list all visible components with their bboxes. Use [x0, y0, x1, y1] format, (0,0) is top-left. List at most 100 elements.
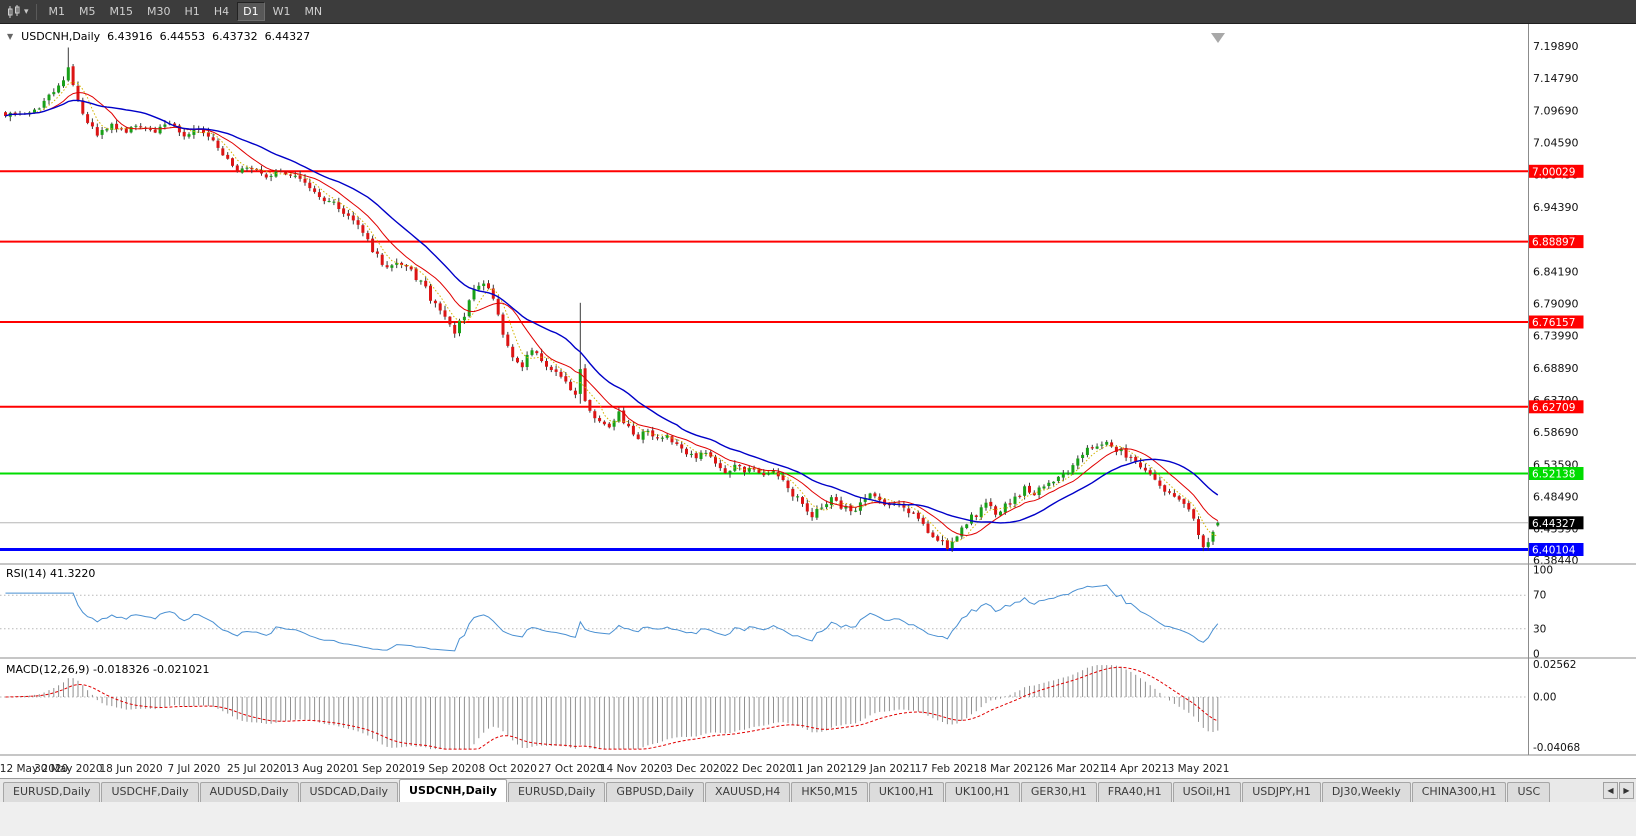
svg-text:6.62709: 6.62709: [1532, 402, 1575, 414]
close-value: 6.44327: [264, 30, 311, 43]
chart-type-icon[interactable]: [4, 3, 24, 21]
svg-text:0.02562: 0.02562: [1533, 659, 1576, 671]
chevron-down-icon[interactable]: ▾: [24, 6, 29, 17]
timeframe-button-d1[interactable]: D1: [237, 2, 265, 21]
chart-tab-fra40-h1[interactable]: FRA40,H1: [1097, 782, 1172, 802]
timeframe-button-h4[interactable]: H4: [208, 2, 235, 21]
svg-text:7.14790: 7.14790: [1533, 72, 1579, 85]
svg-text:0: 0: [1533, 649, 1540, 661]
ma-5-line: [5, 81, 1218, 543]
svg-text:100: 100: [1533, 565, 1553, 577]
chart-tab-hk50-m15[interactable]: HK50,M15: [791, 782, 868, 802]
svg-text:7.09690: 7.09690: [1533, 104, 1579, 117]
svg-text:-0.04068: -0.04068: [1533, 742, 1580, 754]
svg-text:7.00029: 7.00029: [1532, 166, 1575, 178]
svg-text:19 Sep 2020: 19 Sep 2020: [412, 763, 479, 775]
svg-text:17 Feb 2021: 17 Feb 2021: [915, 763, 980, 775]
svg-text:3 May 2021: 3 May 2021: [1168, 763, 1230, 775]
chart-shift-marker[interactable]: [1211, 33, 1225, 43]
low-value: 6.43732: [212, 30, 258, 43]
svg-text:7.19890: 7.19890: [1533, 40, 1579, 53]
candlestick-icon: [8, 4, 20, 18]
svg-text:11 Jan 2021: 11 Jan 2021: [790, 763, 853, 775]
chart-tab-audusd-daily[interactable]: AUDUSD,Daily: [199, 782, 299, 802]
horizontal-line-objects[interactable]: [0, 170, 1528, 551]
chart-area[interactable]: 7.198907.147907.096907.045906.994906.943…: [0, 24, 1636, 778]
macd-indicator-title: MACD(12,26,9) -0.018326 -0.021021: [6, 663, 210, 676]
svg-text:6.52138: 6.52138: [1532, 469, 1575, 481]
ma-10-line: [5, 91, 1219, 537]
toolbar-separator: [35, 3, 37, 20]
chart-tab-uk100-h1[interactable]: UK100,H1: [868, 782, 944, 802]
svg-text:22 Dec 2020: 22 Dec 2020: [725, 763, 792, 775]
timeframe-button-m30[interactable]: M30: [141, 2, 177, 21]
status-strip: [0, 802, 1636, 836]
svg-text:12 May 2020: 12 May 2020: [0, 763, 68, 775]
chart-tab-usdcad-daily[interactable]: USDCAD,Daily: [299, 782, 399, 802]
ma-21-line: [5, 99, 1219, 524]
symbol-label: USDCNH,Daily: [21, 30, 101, 43]
chart-tab-eurusd-daily[interactable]: EURUSD,Daily: [507, 782, 606, 802]
svg-text:8 Oct 2020: 8 Oct 2020: [479, 763, 537, 775]
tab-scroll-left-button[interactable]: ◀: [1603, 782, 1618, 799]
chart-canvas[interactable]: 7.198907.147907.096907.045906.994906.943…: [0, 24, 1636, 778]
svg-text:29 Jan 2021: 29 Jan 2021: [853, 763, 916, 775]
chart-tab-bar: EURUSD,Daily USDCHF,Daily AUDUSD,Daily USDC…: [0, 778, 1636, 802]
chart-tab-uk100-h1[interactable]: UK100,H1: [944, 782, 1020, 802]
svg-text:6.58690: 6.58690: [1533, 426, 1579, 439]
chart-tab-gbpusd-daily[interactable]: GBPUSD,Daily: [606, 782, 704, 802]
svg-text:3 Dec 2020: 3 Dec 2020: [666, 763, 726, 775]
svg-text:26 Mar 2021: 26 Mar 2021: [1040, 763, 1107, 775]
timeframe-button-m15[interactable]: M15: [104, 2, 140, 21]
chart-tab-dj30-weekly[interactable]: DJ30,Weekly: [1321, 782, 1411, 802]
svg-text:0.00: 0.00: [1533, 692, 1556, 704]
chart-tab-ger30-h1[interactable]: GER30,H1: [1020, 782, 1097, 802]
timeframe-button-mn[interactable]: MN: [298, 2, 328, 21]
timeframe-buttons: M1 M5 M15 M30 H1 H4 D1 W1 MN: [42, 2, 330, 21]
triangle-down-icon[interactable]: ▼: [7, 32, 14, 41]
rsi-line: [5, 584, 1219, 652]
svg-text:6.40104: 6.40104: [1532, 545, 1576, 557]
chart-tab-usdcnh-daily[interactable]: USDCNH,Daily: [399, 779, 507, 802]
svg-text:6.76157: 6.76157: [1532, 317, 1575, 329]
svg-text:8 Mar 2021: 8 Mar 2021: [980, 763, 1040, 775]
svg-text:6.94390: 6.94390: [1533, 201, 1579, 214]
svg-text:6.68890: 6.68890: [1533, 362, 1579, 375]
svg-text:70: 70: [1533, 590, 1546, 602]
chart-tab-usdjpy-h1[interactable]: USDJPY,H1: [1242, 782, 1321, 802]
tab-scroll-right-button[interactable]: ▶: [1619, 782, 1634, 799]
svg-text:6.84190: 6.84190: [1533, 265, 1579, 278]
svg-text:30: 30: [1533, 623, 1546, 635]
svg-text:14 Apr 2021: 14 Apr 2021: [1103, 763, 1168, 775]
chart-tab-china300-h1[interactable]: CHINA300,H1: [1411, 782, 1507, 802]
svg-text:6.88897: 6.88897: [1532, 237, 1575, 249]
chart-tab-xauusd-h4[interactable]: XAUUSD,H4: [704, 782, 791, 802]
timeframe-button-w1[interactable]: W1: [267, 2, 297, 21]
price-axis: 7.198907.147907.096907.045906.994906.943…: [1528, 40, 1584, 754]
svg-text:7 Jul 2020: 7 Jul 2020: [168, 763, 221, 775]
svg-text:18 Jun 2020: 18 Jun 2020: [100, 763, 163, 775]
svg-text:27 Oct 2020: 27 Oct 2020: [538, 763, 603, 775]
rsi-panel: [0, 584, 1528, 652]
candlestick-series: [4, 47, 1220, 552]
timeframe-button-m5[interactable]: M5: [73, 2, 102, 21]
svg-text:6.48490: 6.48490: [1533, 491, 1579, 504]
svg-text:13 Aug 2020: 13 Aug 2020: [286, 763, 353, 775]
chart-tab-usdchf-daily[interactable]: USDCHF,Daily: [101, 782, 199, 802]
quote-header: ▼ USDCNH,Daily 6.43916 6.44553 6.43732 6…: [7, 30, 310, 43]
svg-text:6.79090: 6.79090: [1533, 298, 1579, 311]
chart-tab-usc[interactable]: USC: [1507, 782, 1551, 802]
timeframe-button-m1[interactable]: M1: [43, 2, 72, 21]
chart-tab-eurusd-daily[interactable]: EURUSD,Daily: [3, 782, 101, 802]
timeframe-toolbar: ▾ M1 M5 M15 M30 H1 H4 D1 W1 MN: [0, 0, 1636, 24]
macd-panel: [0, 665, 1528, 750]
macd-signal-line: [5, 666, 1219, 750]
svg-text:6.44327: 6.44327: [1532, 518, 1575, 530]
svg-text:14 Nov 2020: 14 Nov 2020: [600, 763, 667, 775]
chart-tab-usoil-h1[interactable]: USOil,H1: [1172, 782, 1242, 802]
svg-text:6.73990: 6.73990: [1533, 330, 1579, 343]
timeframe-button-h1[interactable]: H1: [179, 2, 206, 21]
svg-text:7.04590: 7.04590: [1533, 137, 1579, 150]
